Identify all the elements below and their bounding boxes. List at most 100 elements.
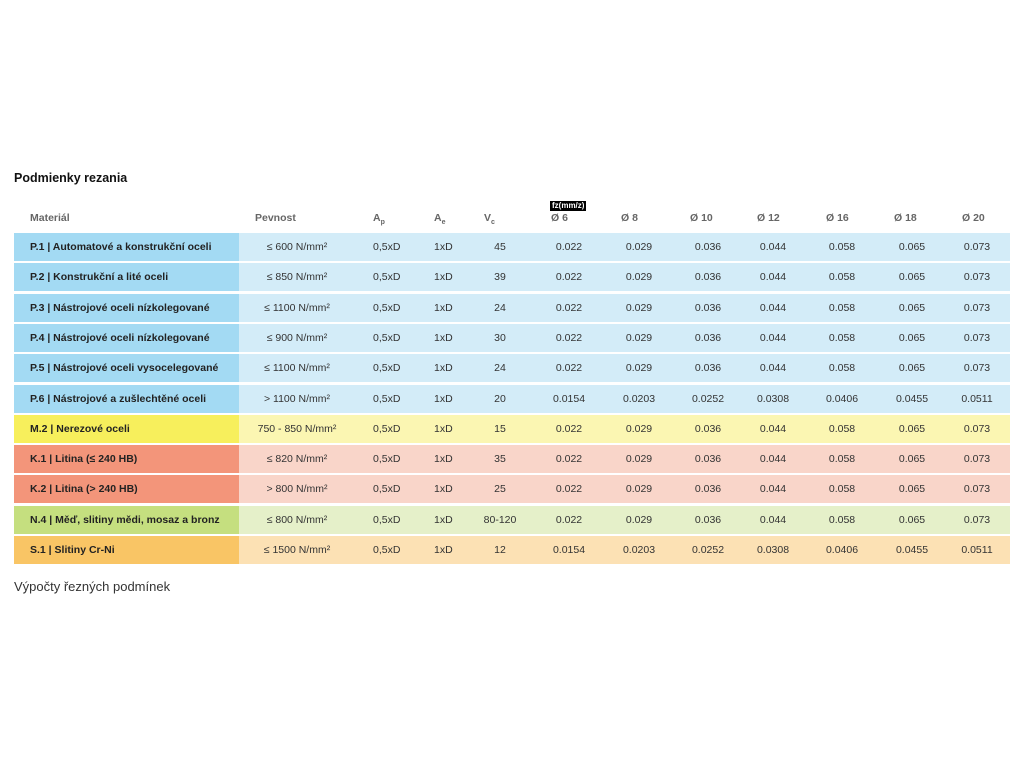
table-cell: 0.036 <box>694 453 722 466</box>
table-cell: 1xD <box>434 453 453 466</box>
table-cell: 0.022 <box>555 241 583 253</box>
table-cell: ≤ 1100 N/mm² <box>264 301 330 314</box>
material-name: P.5 | Nástrojové oceli vysocelegované <box>30 362 219 375</box>
table-cell: 0.022 <box>555 301 583 314</box>
material-swatch <box>14 414 239 443</box>
table-cell: 0.029 <box>625 241 653 253</box>
table-cell: 0.022 <box>555 483 583 496</box>
column-header: Ae <box>434 212 446 226</box>
table-cell: 1xD <box>434 483 453 496</box>
table-row: P.5 | Nástrojové oceli vysocelegované ≤ 1… <box>14 354 1010 383</box>
table-cell: 0,5xD <box>373 271 401 284</box>
column-header-text: Ø 20 <box>962 212 985 224</box>
table-cell: 0.065 <box>898 453 926 466</box>
material-swatch <box>14 475 239 504</box>
table-row: P.1 | Automatové a konstrukční oceli ≤ 60… <box>14 233 1010 261</box>
column-header: Ø 18 <box>894 212 917 224</box>
column-header-text: Ø 18 <box>894 212 917 224</box>
table-cell: 0.029 <box>625 483 653 496</box>
table-cell: ≤ 600 N/mm² <box>266 241 328 253</box>
column-header-text: A <box>373 212 381 224</box>
table-cell: 0.065 <box>898 513 926 526</box>
column-header-text: Ø 10 <box>690 212 713 224</box>
table-row: S.1 | Slitiny Cr-Ni ≤ 1500 N/mm² 0,5xD 1xD 1… <box>14 536 1010 564</box>
caption: Výpočty řezných podmínek <box>14 579 171 594</box>
column-header: Materiál <box>30 212 70 224</box>
table-cell: ≤ 800 N/mm² <box>266 513 328 526</box>
table-cell: 1xD <box>434 362 453 375</box>
table-cell: ≤ 1500 N/mm² <box>263 544 331 556</box>
table-cell: 0.029 <box>625 453 653 466</box>
table-cell: 0.065 <box>898 483 926 496</box>
column-header: Ø 8 <box>621 212 638 224</box>
table-cell: 0.065 <box>898 301 926 314</box>
material-name: P.1 | Automatové a konstrukční oceli <box>30 241 212 253</box>
table-cell: 0,5xD <box>373 301 401 314</box>
table-cell: 0.029 <box>625 513 653 526</box>
material-swatch <box>14 263 239 292</box>
table-cell: 1xD <box>434 241 453 253</box>
column-header-text: Ø 6 <box>551 212 568 224</box>
material-swatch <box>14 536 239 564</box>
table-cell: 1xD <box>434 544 453 556</box>
table-cell: 0.036 <box>694 513 722 526</box>
table-cell: 0.058 <box>828 362 856 375</box>
table-cell: 0.036 <box>694 271 722 284</box>
table-cell: 0.0252 <box>691 544 725 556</box>
table-cell: 0.073 <box>963 483 991 496</box>
table-cell: 0.044 <box>759 513 787 526</box>
column-header: Ø 12 <box>757 212 780 224</box>
table-cell: 39 <box>494 271 506 284</box>
table-cell: 0.0203 <box>622 392 656 405</box>
table-cell: ≤ 820 N/mm² <box>266 453 328 466</box>
material-name: P.6 | Nástrojové a zušlechtěné oceli <box>30 392 207 405</box>
table-cell: 1xD <box>434 513 453 526</box>
table-cell: 1xD <box>434 271 453 284</box>
table-row: P.6 | Nástrojové a zušlechtěné oceli > 11… <box>14 384 1010 413</box>
table-row: P.2 | Konstrukční a lité oceli ≤ 850 N/mm… <box>14 263 1010 292</box>
material-name: N.4 | Měď, slitiny mědi, mosaz a bronz <box>30 513 220 526</box>
table-cell: 0.036 <box>694 483 722 496</box>
table-cell: 0.0203 <box>622 544 656 556</box>
table-cell: 0.029 <box>625 362 653 375</box>
table-cell: > 800 N/mm² <box>266 483 328 496</box>
table-cell: 0.022 <box>555 271 583 284</box>
table-cell: 0.058 <box>828 422 856 435</box>
table-cell: 35 <box>494 453 506 466</box>
table-cell: 0.058 <box>828 271 856 284</box>
material-name: K.2 | Litina (> 240 HB) <box>30 483 138 496</box>
table-cell: 0.044 <box>759 362 787 375</box>
material-name: P.4 | Nástrojové oceli nízkolegované <box>30 331 210 344</box>
table-cell: 20 <box>494 392 506 405</box>
table-cell: 0,5xD <box>373 544 401 556</box>
column-header: Pevnost <box>255 212 296 224</box>
table-cell: 24 <box>494 301 506 314</box>
table-cell: 0.065 <box>898 331 926 344</box>
material-swatch <box>14 384 239 413</box>
table-cell: 0.044 <box>759 331 787 344</box>
column-header: Ø 6 <box>551 212 568 224</box>
table-cell: 0.073 <box>963 331 991 344</box>
table-cell: 0.0406 <box>825 544 859 556</box>
table-cell: 0.0308 <box>756 544 790 556</box>
column-header-text: V <box>484 212 492 224</box>
table-row: K.2 | Litina (> 240 HB) > 800 N/mm² 0,5xD 1… <box>14 475 1010 504</box>
table-cell: 0.0154 <box>552 392 586 405</box>
table-cell: 0.044 <box>759 483 787 496</box>
table-cell: 0.065 <box>898 362 926 375</box>
column-header-text: Ø 8 <box>621 212 638 224</box>
material-swatch <box>14 323 239 352</box>
column-header: Ø 10 <box>690 212 713 224</box>
table-cell: 0,5xD <box>373 241 401 253</box>
material-swatch <box>14 505 239 534</box>
table-cell: 0.073 <box>963 513 991 526</box>
table-cell: 0,5xD <box>373 483 401 496</box>
table-cell: 0.036 <box>694 301 722 314</box>
table-row: N.4 | Měď, slitiny mědi, mosaz a bronz ≤ … <box>14 505 1010 534</box>
table-cell: 0,5xD <box>373 362 401 375</box>
table-cell: 0,5xD <box>373 453 401 466</box>
fz-label: fz(mm/z) <box>550 201 587 211</box>
material-swatch <box>14 354 239 383</box>
table-row: P.4 | Nástrojové oceli nízkolegované ≤ 90… <box>14 323 1010 352</box>
